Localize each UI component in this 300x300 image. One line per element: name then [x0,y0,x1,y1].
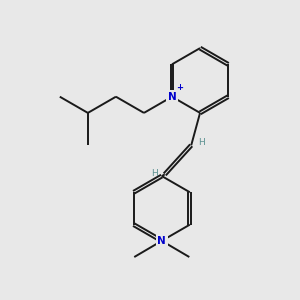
Text: H: H [151,169,158,178]
Text: N: N [168,92,176,102]
Text: N: N [158,236,166,246]
Text: H: H [198,138,205,147]
Text: +: + [176,83,183,92]
